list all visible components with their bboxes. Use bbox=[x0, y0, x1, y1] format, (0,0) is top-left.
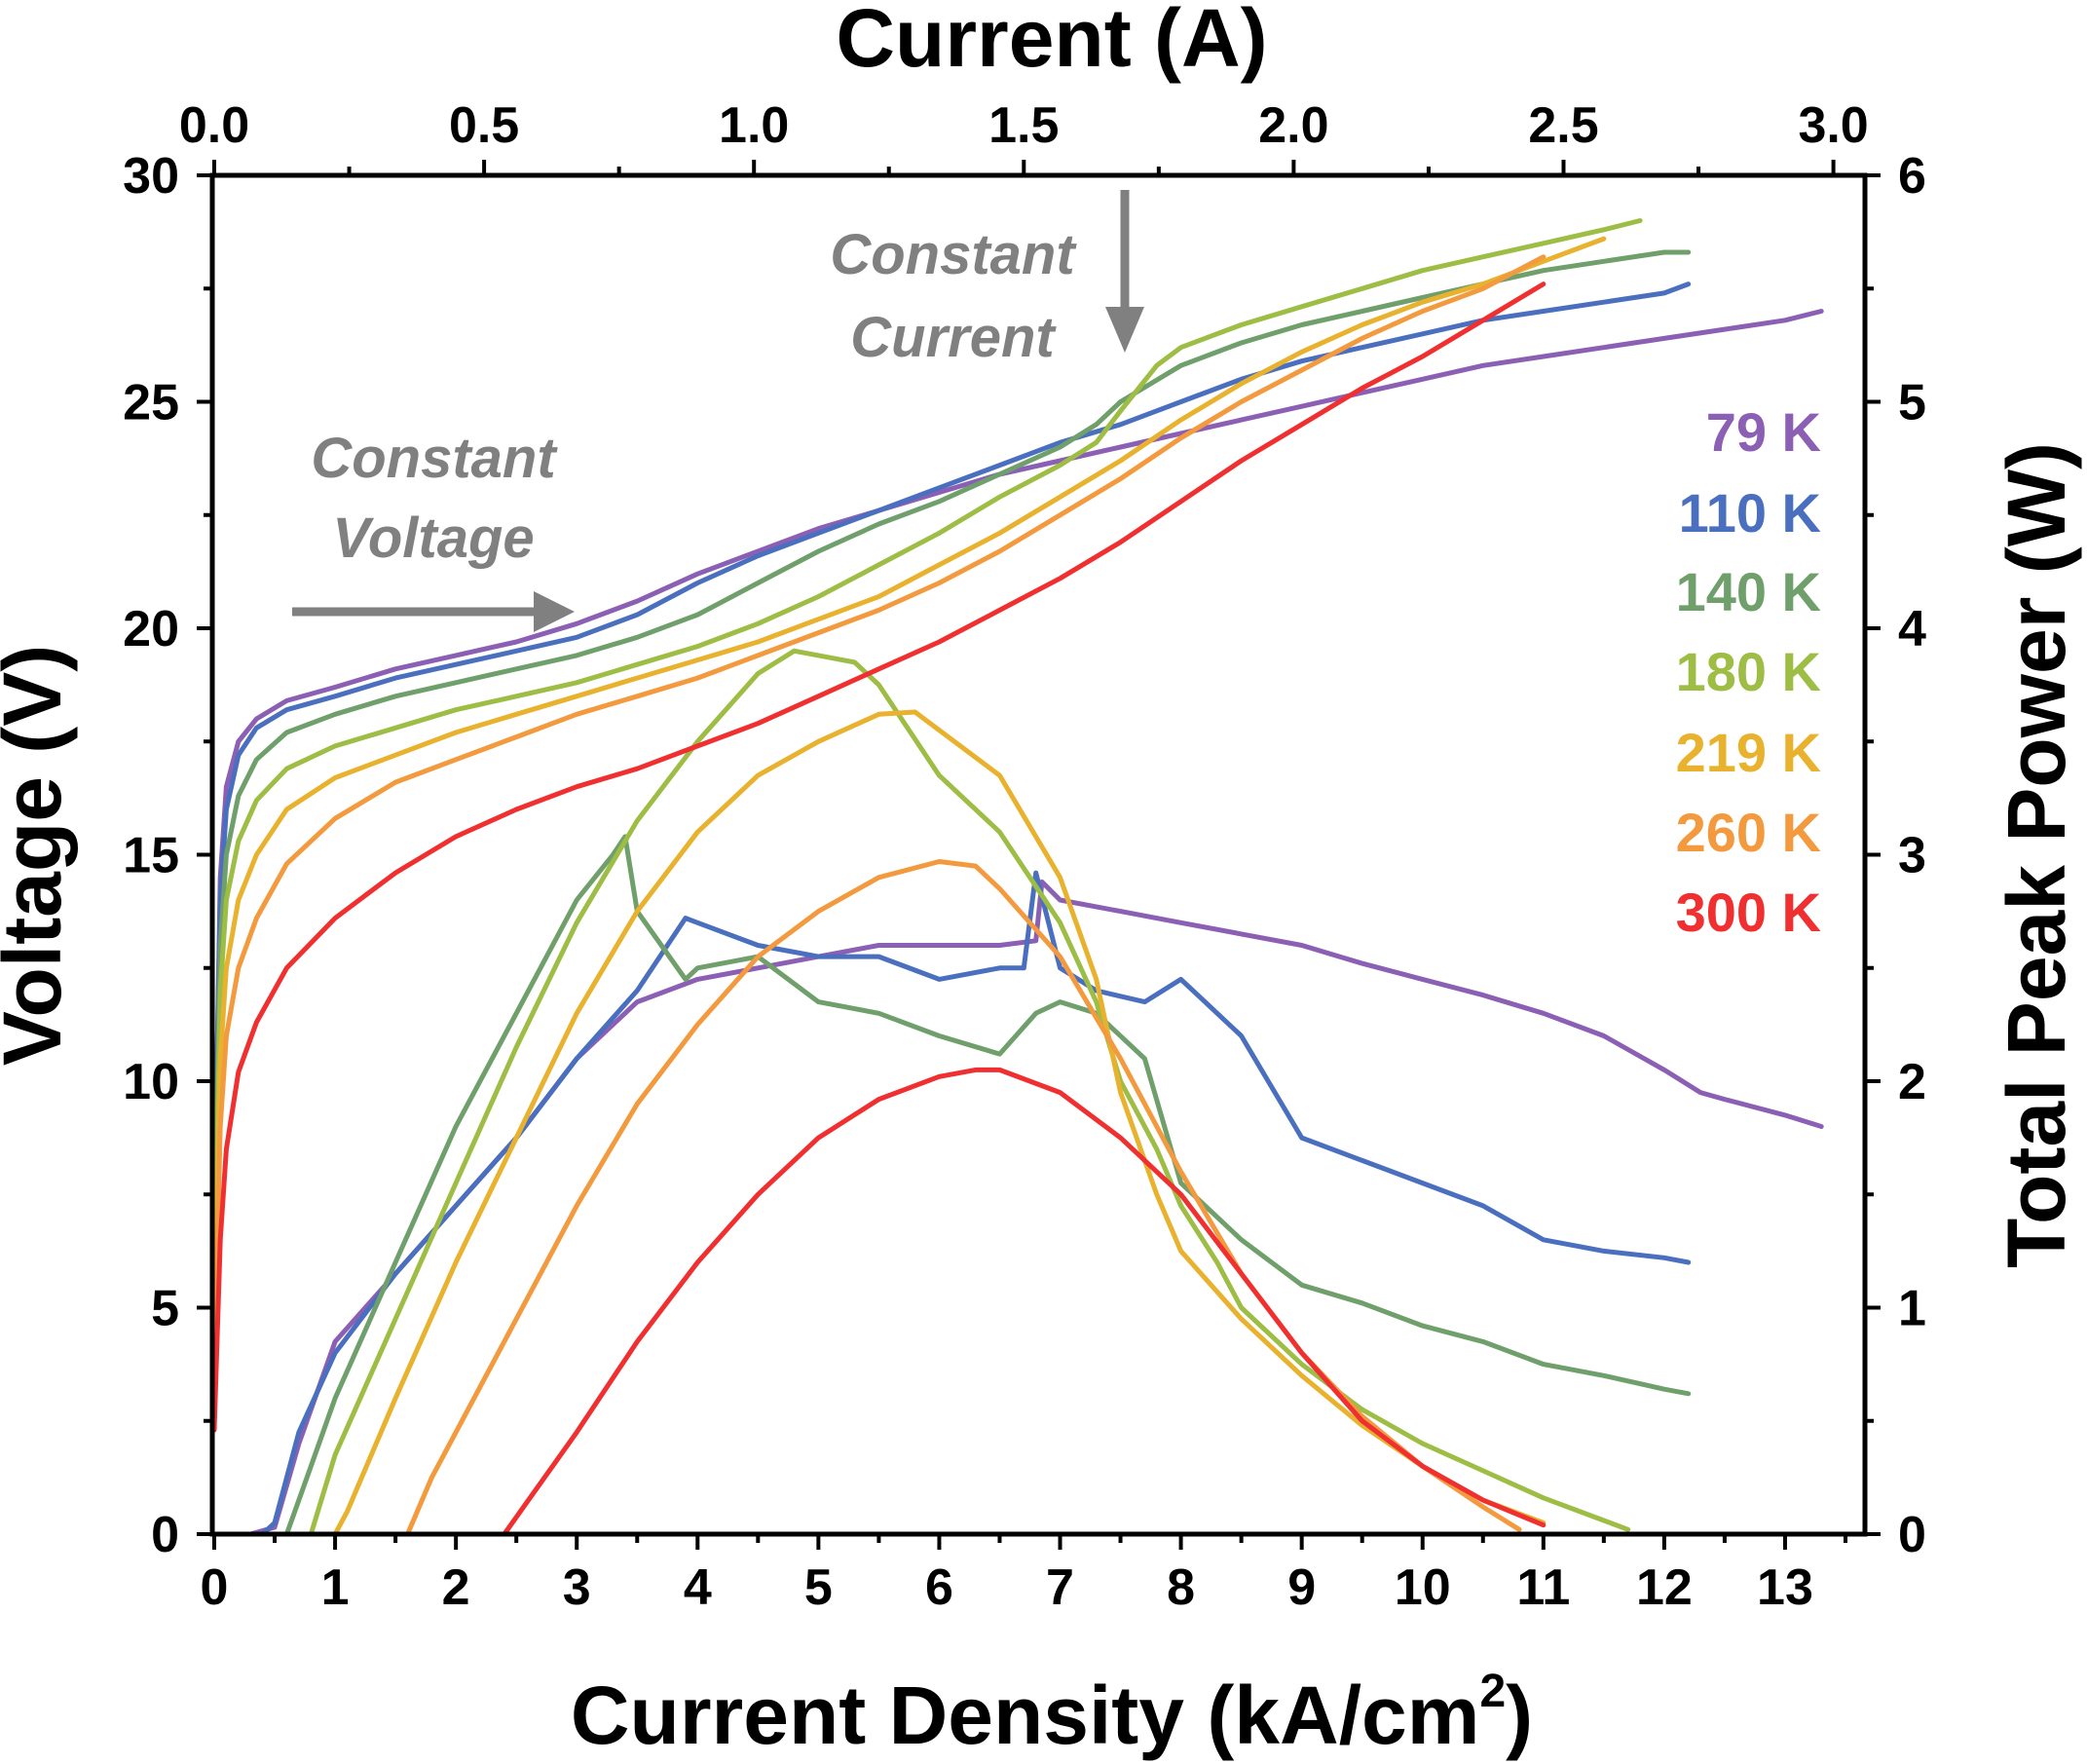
x-axis-title-main: Current Density (kA/cm bbox=[571, 1670, 1480, 1761]
voltage-line-180k bbox=[211, 218, 1643, 1424]
y2-tick-label: 6 bbox=[1898, 148, 1926, 205]
x-tick-label: 2 bbox=[442, 1559, 470, 1616]
legend-label-219k: 219 K bbox=[1676, 722, 1821, 783]
y2-tick-label: 2 bbox=[1898, 1054, 1926, 1110]
voltage-line-140k bbox=[211, 249, 1692, 1424]
legend-label-180k: 180 K bbox=[1676, 641, 1821, 702]
x2-axis-title: Current (A) bbox=[836, 0, 1267, 84]
x2-tick-label: 1.5 bbox=[988, 97, 1059, 154]
x-tick-label: 3 bbox=[563, 1559, 591, 1616]
y-tick-label: 5 bbox=[151, 1281, 179, 1337]
y2-tick-label: 1 bbox=[1898, 1281, 1926, 1337]
annotation-constant-current-line2: Current bbox=[850, 306, 1057, 369]
x-tick-label: 5 bbox=[804, 1559, 833, 1616]
voltage-line-110k bbox=[211, 281, 1692, 1424]
y2-tick-label: 0 bbox=[1898, 1507, 1926, 1563]
power-line-300k bbox=[211, 1067, 1547, 1537]
axis-ticks: 0 1 2 3 4 5 6 7 8 9 10 11 12 130.0 0.5 1.0 1.5 2.0 2.5 3.00… bbox=[123, 97, 1926, 1616]
x2-tick-label: 3.0 bbox=[1798, 97, 1868, 154]
x-tick-label: 6 bbox=[925, 1559, 953, 1616]
x2-tick-label: 2.5 bbox=[1528, 97, 1598, 154]
power-line-180k bbox=[211, 648, 1631, 1537]
voltage-line-260k bbox=[211, 254, 1547, 1424]
x-tick-label: 11 bbox=[1516, 1559, 1570, 1616]
x-axis-title-tail: ) bbox=[1506, 1670, 1533, 1761]
y-tick-label: 0 bbox=[151, 1507, 179, 1563]
x2-tick-label: 0.5 bbox=[449, 97, 519, 154]
power-line-219k bbox=[211, 709, 1547, 1537]
y2-tick-label: 3 bbox=[1898, 828, 1926, 884]
y-tick-label: 30 bbox=[123, 148, 179, 205]
x2-tick-label: 0.0 bbox=[179, 97, 249, 154]
legend: 79 K 110 K 140 K 180 K 219 K 260 K 300 K bbox=[1676, 401, 1821, 943]
power-line-110k bbox=[211, 870, 1692, 1537]
x-tick-label: 8 bbox=[1167, 1559, 1195, 1616]
x-tick-label: 0 bbox=[201, 1559, 229, 1616]
constant-voltage-arrow-head bbox=[534, 591, 575, 632]
x2-tick-label: 1.0 bbox=[719, 97, 789, 154]
annotation-constant-current-line1: Constant bbox=[830, 223, 1077, 286]
annotations: Constant Voltage Constant Current bbox=[292, 190, 1144, 632]
x-tick-label: 13 bbox=[1757, 1559, 1813, 1616]
voltage-line-300k bbox=[211, 281, 1547, 1433]
annotation-constant-voltage-line2: Voltage bbox=[332, 507, 534, 570]
x-axis-title-sup: 2 bbox=[1479, 1666, 1506, 1717]
legend-label-140k: 140 K bbox=[1676, 561, 1821, 622]
y-tick-label: 20 bbox=[123, 601, 179, 657]
constant-current-arrow-head bbox=[1105, 307, 1144, 353]
y-axis-title: Voltage (V) bbox=[0, 645, 78, 1066]
power-line-260k bbox=[211, 859, 1522, 1537]
legend-label-79k: 79 K bbox=[1706, 401, 1821, 463]
y-tick-label: 10 bbox=[123, 1054, 179, 1110]
y2-axis-title: Total Peak Power (W) bbox=[1991, 442, 2082, 1268]
legend-label-110k: 110 K bbox=[1679, 482, 1821, 544]
x-tick-label: 9 bbox=[1287, 1559, 1316, 1616]
legend-label-300k: 300 K bbox=[1676, 882, 1821, 943]
voltage-line-219k bbox=[211, 236, 1607, 1424]
x-tick-label: 7 bbox=[1046, 1559, 1074, 1616]
x-tick-label: 12 bbox=[1636, 1559, 1693, 1616]
x-tick-label: 4 bbox=[684, 1559, 712, 1616]
y2-tick-label: 4 bbox=[1898, 601, 1926, 657]
x-axis-title: Current Density (kA/cm2) bbox=[571, 1666, 1533, 1761]
power-line-140k bbox=[211, 834, 1692, 1537]
y2-tick-label: 5 bbox=[1898, 375, 1926, 432]
plot-lines bbox=[211, 218, 1824, 1537]
legend-label-260k: 260 K bbox=[1676, 802, 1821, 863]
y-tick-label: 15 bbox=[123, 828, 179, 884]
x-tick-label: 1 bbox=[321, 1559, 350, 1616]
x-tick-label: 10 bbox=[1395, 1559, 1451, 1616]
annotation-constant-voltage-line1: Constant bbox=[311, 427, 558, 490]
plot-frame bbox=[209, 172, 1868, 1537]
x2-tick-label: 2.0 bbox=[1258, 97, 1328, 154]
y-tick-label: 25 bbox=[123, 375, 179, 432]
